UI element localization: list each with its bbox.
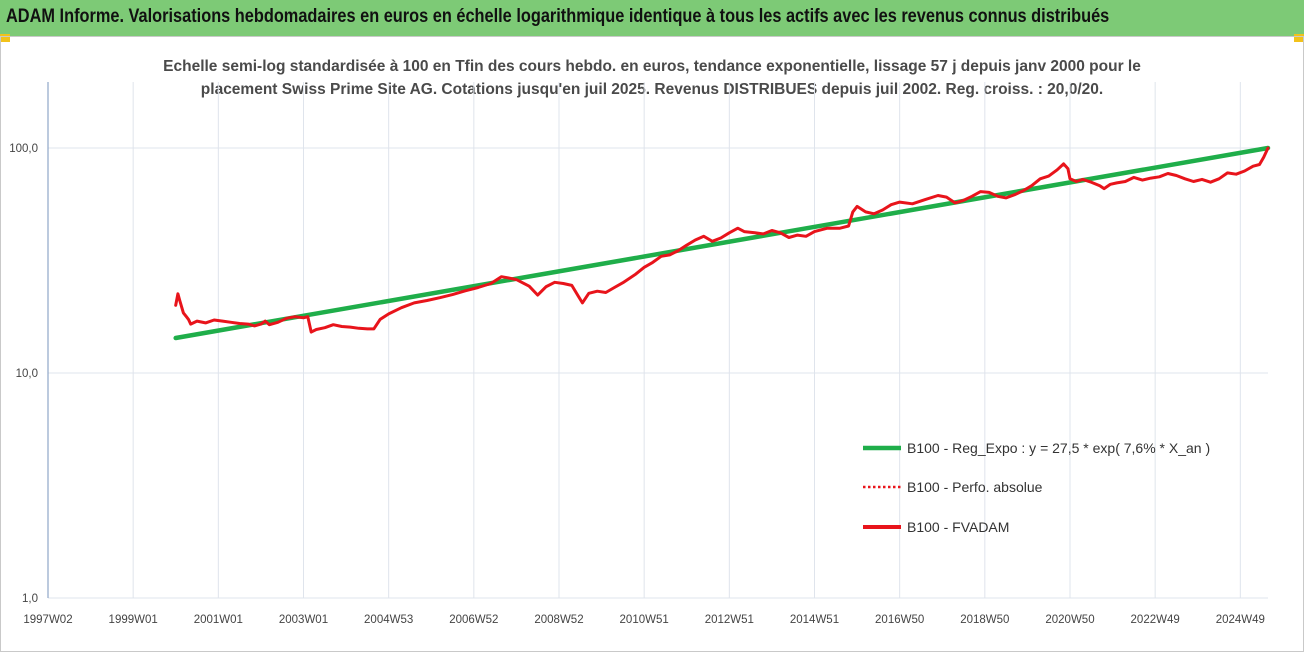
x-tick-label: 1999W01 — [109, 614, 158, 626]
y-tick-label: 1,0 — [22, 593, 38, 605]
x-tick-label: 2018W50 — [960, 614, 1009, 626]
legend-entry-2: B100 - FVADAM — [907, 519, 1009, 535]
page-title: ADAM Informe. Valorisations hebdomadaire… — [6, 6, 1110, 27]
corner-marker-right — [1294, 34, 1304, 42]
series-line-0 — [173, 145, 1271, 341]
legend-entry-0: B100 - Reg_Expo : y = 27,5 * exp( 7,6% *… — [907, 440, 1210, 456]
x-tick-label: 1997W02 — [23, 614, 72, 626]
chart-title-line-1: Echelle semi-log standardisée à 100 en T… — [163, 58, 1141, 75]
y-tick-label: 100,0 — [9, 143, 38, 155]
x-tick-label: 2001W01 — [194, 614, 243, 626]
series-line-2 — [174, 146, 1270, 334]
x-tick-label: 2012W51 — [705, 614, 754, 626]
x-tick-label: 2003W01 — [279, 614, 328, 626]
x-tick-label: 2014W51 — [790, 614, 839, 626]
x-tick-label: 2004W53 — [364, 614, 413, 626]
header-banner: ADAM Informe. Valorisations hebdomadaire… — [0, 0, 1304, 37]
y-tick-label: 10,0 — [16, 368, 38, 380]
x-tick-label: 2010W51 — [620, 614, 669, 626]
x-tick-label: 2006W52 — [449, 614, 498, 626]
x-tick-label: 2008W52 — [534, 614, 583, 626]
legend-entry-1: B100 - Perfo. absolue — [907, 479, 1043, 495]
x-tick-label: 2020W50 — [1045, 614, 1094, 626]
x-tick-label: 2016W50 — [875, 614, 924, 626]
corner-marker-left — [0, 34, 10, 42]
chart-title-line-2: placement Swiss Prime Site AG. Cotations… — [200, 81, 1104, 98]
x-tick-label: 2024W49 — [1216, 614, 1265, 626]
x-tick-label: 2022W49 — [1131, 614, 1180, 626]
